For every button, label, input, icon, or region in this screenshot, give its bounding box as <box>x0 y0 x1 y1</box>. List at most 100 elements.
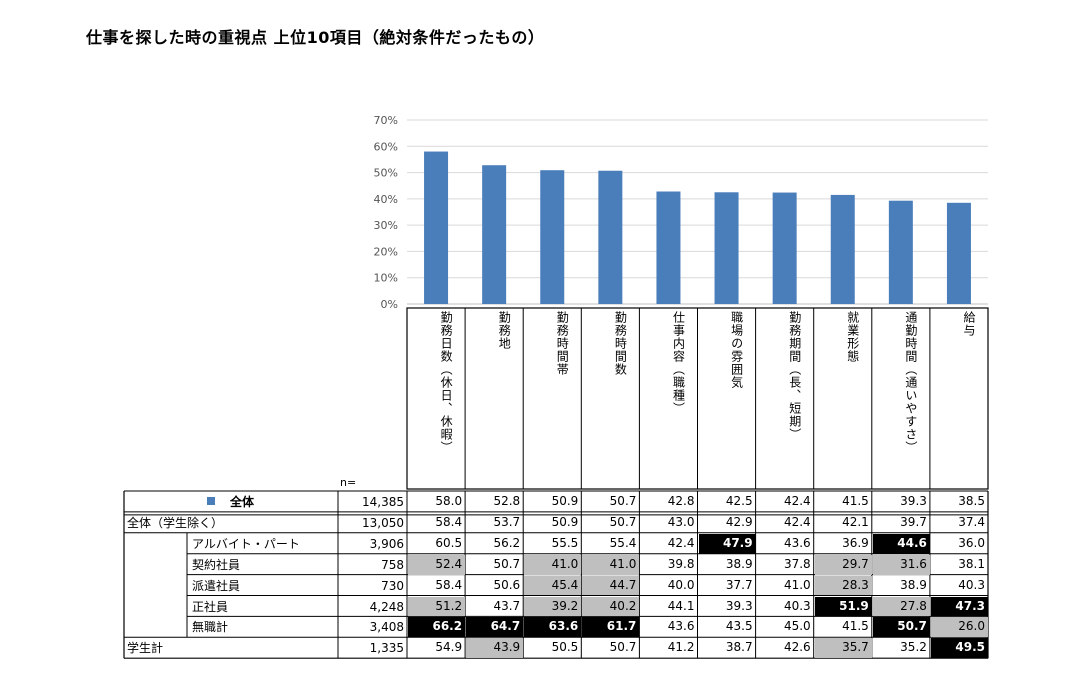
table-cell: 60.5 <box>435 535 463 550</box>
table-cell: 38.9 <box>725 556 753 571</box>
table-cell: 37.4 <box>958 514 985 529</box>
table-cell: 50.9 <box>551 494 579 508</box>
row-n: 730 <box>381 578 404 593</box>
table-cell: 50.6 <box>493 577 521 592</box>
table-cell: 29.7 <box>814 554 872 575</box>
table-cell: 38.1 <box>958 556 985 571</box>
row-label: 学生計 <box>127 641 164 656</box>
table-cell: 28.3 <box>814 575 872 596</box>
bar <box>598 170 623 304</box>
table-cell: 39.8 <box>667 556 695 571</box>
table-cell: 41.0 <box>783 577 811 592</box>
bar <box>540 170 565 304</box>
row-n: 13,050 <box>362 515 404 530</box>
table-cell: 58.4 <box>435 577 463 592</box>
category-cell: 就業形態 <box>814 308 872 489</box>
table-cell: 43.9 <box>466 638 524 659</box>
table-cell: 66.2 <box>408 617 466 638</box>
bar <box>772 192 797 304</box>
table-cell: 52.8 <box>493 494 521 508</box>
table-cell: 39.3 <box>900 494 927 508</box>
row-label: 正社員 <box>192 599 229 614</box>
table-cell: 35.2 <box>900 640 927 655</box>
table-cell: 44.7 <box>582 575 640 596</box>
category-cell: 勤務日数（休日、休暇） <box>407 308 465 489</box>
table-cell: 42.6 <box>783 640 811 655</box>
category-cell: 給与 <box>930 308 988 489</box>
row-n: 3,408 <box>369 620 404 635</box>
table-cell: 43.0 <box>667 514 695 529</box>
table-cell: 39.3 <box>725 598 753 613</box>
bar <box>656 191 681 304</box>
table-cell: 37.8 <box>783 556 811 571</box>
table-cell: 50.7 <box>609 494 637 508</box>
legend-swatch <box>207 497 215 505</box>
table-cell: 26.0 <box>930 617 988 638</box>
category-cell: 仕事内容（職種） <box>639 308 697 489</box>
category-label: 通勤時間（通いやすさ） <box>903 311 918 454</box>
bar <box>714 192 739 304</box>
row-label: 無職計 <box>192 620 229 635</box>
category-cell: 職場の雰囲気 <box>698 308 756 489</box>
table-cell: 51.9 <box>814 596 872 617</box>
table-cell: 50.5 <box>551 640 579 655</box>
table-cell: 52.4 <box>408 554 466 575</box>
table-cell: 50.7 <box>872 617 930 638</box>
row-label: 全体（学生除く） <box>127 515 224 530</box>
table-cell: 44.6 <box>872 533 930 554</box>
table-cell: 53.7 <box>493 514 521 529</box>
table-cell: 36.9 <box>842 535 869 550</box>
table-cell: 47.3 <box>930 596 988 617</box>
category-cell: 勤務期間（長、短期） <box>756 308 814 489</box>
category-label: 勤務地 <box>497 311 512 350</box>
table-cell: 40.2 <box>582 596 640 617</box>
table-cell: 41.0 <box>582 554 640 575</box>
y-tick-label: 70% <box>374 114 398 127</box>
table-cell: 51.2 <box>408 596 466 617</box>
table-cell: 47.9 <box>698 533 756 554</box>
table-cell: 42.1 <box>842 514 869 529</box>
row-n: 4,248 <box>369 599 404 614</box>
row-label: 全体 <box>230 495 255 509</box>
table-cell: 63.6 <box>524 617 582 638</box>
category-label: 勤務時間帯 <box>555 311 570 376</box>
row-n: 3,906 <box>369 536 404 551</box>
category-label: 給与 <box>961 311 976 337</box>
table-cell: 61.7 <box>582 617 640 638</box>
category-cell: 勤務時間帯 <box>523 308 581 489</box>
table-cell: 42.9 <box>725 514 753 529</box>
table-cell: 50.7 <box>609 640 637 655</box>
table-cell: 40.3 <box>783 598 811 613</box>
table-cell: 40.0 <box>667 577 695 592</box>
row-n: 758 <box>381 557 404 572</box>
table-cell: 44.1 <box>667 598 695 613</box>
table-cell: 36.0 <box>958 535 985 550</box>
table-cell: 56.2 <box>493 535 521 550</box>
table-cell: 41.0 <box>524 554 582 575</box>
row-n: 14,385 <box>362 495 404 509</box>
table-cell: 58.0 <box>435 494 463 508</box>
row-label: 契約社員 <box>192 557 241 572</box>
y-tick-label: 60% <box>374 140 398 153</box>
table-cell: 54.9 <box>435 640 463 655</box>
table-cell: 50.7 <box>609 514 637 529</box>
table-cell: 42.4 <box>783 514 811 529</box>
category-cell: 勤務地 <box>465 308 523 489</box>
table-cell: 38.9 <box>900 577 927 592</box>
table-cell: 43.6 <box>783 535 811 550</box>
y-tick-label: 10% <box>374 272 398 285</box>
row-label: アルバイト・パート <box>192 536 300 551</box>
table-cell: 37.7 <box>725 577 753 592</box>
table-cell: 42.5 <box>725 494 753 508</box>
table-cell: 49.5 <box>930 638 988 659</box>
table-cell: 42.4 <box>667 535 695 550</box>
table-cell: 39.7 <box>900 514 927 529</box>
category-label: 職場の雰囲気 <box>729 311 744 389</box>
y-tick-label: 50% <box>374 167 398 180</box>
table-cell: 45.4 <box>524 575 582 596</box>
category-cell: 通勤時間（通いやすさ） <box>872 308 930 489</box>
table-cell: 38.7 <box>725 640 753 655</box>
table-cell: 39.2 <box>524 596 582 617</box>
chart-title: 仕事を探した時の重視点 上位10項目（絶対条件だったもの） <box>86 28 545 47</box>
